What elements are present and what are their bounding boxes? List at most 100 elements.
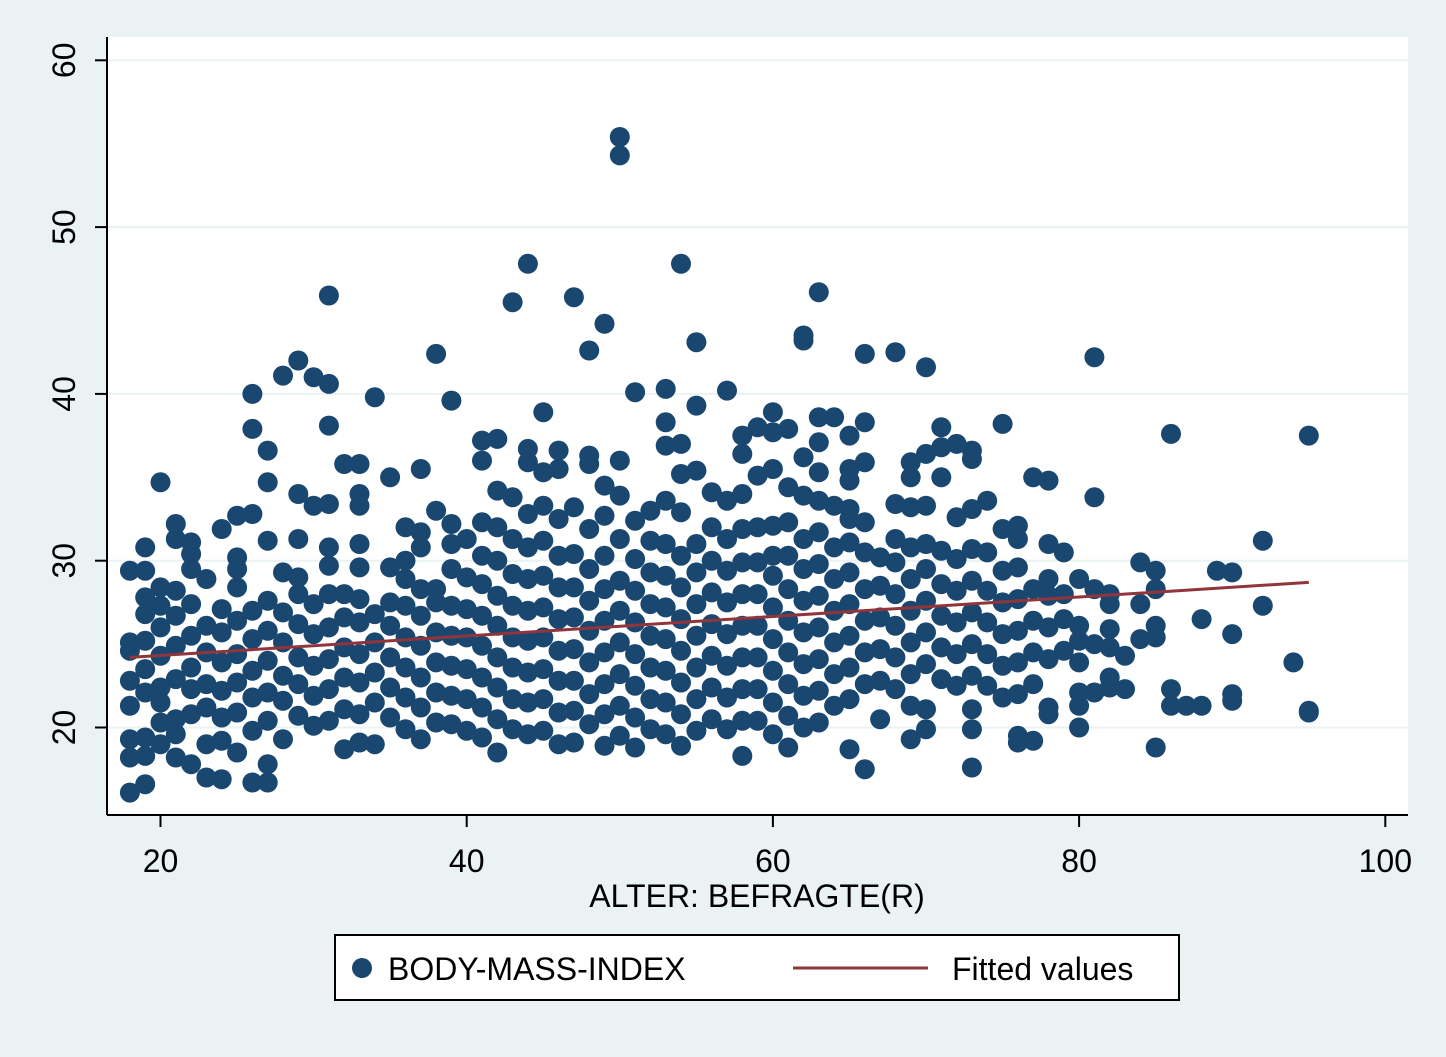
data-point xyxy=(196,615,217,636)
data-point xyxy=(1053,640,1074,661)
data-point xyxy=(364,692,385,713)
data-point xyxy=(303,367,324,388)
data-point xyxy=(732,647,753,668)
data-point xyxy=(793,590,814,611)
data-point xyxy=(119,747,140,768)
data-point xyxy=(747,465,768,486)
data-point xyxy=(410,667,431,688)
data-point xyxy=(625,612,646,633)
x-tick-label-60: 60 xyxy=(755,843,791,879)
data-point xyxy=(165,580,186,601)
data-point xyxy=(717,687,737,708)
data-point xyxy=(655,412,676,433)
data-point xyxy=(793,685,814,706)
data-point xyxy=(288,529,309,549)
data-point xyxy=(961,570,982,591)
data-point xyxy=(242,629,263,650)
data-point xyxy=(839,689,860,710)
data-point xyxy=(686,332,707,353)
data-point xyxy=(1115,679,1135,700)
data-point xyxy=(655,534,676,554)
data-point xyxy=(563,287,584,308)
data-point xyxy=(1038,649,1059,670)
data-point xyxy=(472,430,492,451)
data-point xyxy=(150,677,171,698)
data-point xyxy=(594,642,615,663)
data-point xyxy=(900,695,921,716)
data-point xyxy=(318,617,339,638)
data-point xyxy=(273,729,293,750)
data-point xyxy=(931,637,952,658)
data-point xyxy=(548,670,569,691)
data-point xyxy=(410,537,431,558)
data-point xyxy=(824,569,845,589)
data-point xyxy=(517,630,538,651)
data-point xyxy=(946,644,967,665)
data-point xyxy=(625,549,646,569)
data-point xyxy=(854,512,875,533)
data-point xyxy=(762,724,783,745)
data-point xyxy=(594,475,615,496)
data-point xyxy=(686,625,707,646)
data-point xyxy=(334,454,355,474)
data-point xyxy=(778,579,799,600)
data-point xyxy=(349,612,370,633)
data-point xyxy=(318,710,339,731)
data-point xyxy=(640,594,661,615)
data-point xyxy=(1038,697,1059,718)
data-point xyxy=(257,710,278,731)
data-point xyxy=(594,735,615,756)
data-point xyxy=(517,662,538,683)
data-point xyxy=(732,552,753,573)
data-point xyxy=(916,559,936,579)
data-point xyxy=(135,727,156,748)
data-point xyxy=(671,640,691,661)
y-tick-label-40: 40 xyxy=(46,376,82,412)
data-point xyxy=(992,655,1013,676)
data-point xyxy=(579,340,600,361)
data-point xyxy=(594,545,615,566)
data-point xyxy=(119,632,140,653)
data-point xyxy=(1069,569,1090,589)
data-point xyxy=(701,550,722,571)
data-point xyxy=(946,433,967,454)
data-point xyxy=(640,657,661,678)
data-point xyxy=(686,720,707,741)
data-point xyxy=(273,365,293,386)
data-point xyxy=(625,382,646,403)
data-point xyxy=(762,402,783,423)
data-point xyxy=(288,674,309,695)
data-point xyxy=(150,734,171,755)
data-point xyxy=(517,253,538,274)
data-point xyxy=(609,725,630,746)
data-point xyxy=(839,625,860,646)
data-point xyxy=(1130,629,1151,650)
data-point xyxy=(472,450,492,471)
data-point xyxy=(1084,347,1105,368)
data-point xyxy=(426,712,447,733)
data-point xyxy=(472,667,492,688)
data-point xyxy=(625,737,646,758)
data-point xyxy=(747,517,768,538)
data-point xyxy=(487,677,508,698)
data-point xyxy=(257,530,278,551)
data-point xyxy=(686,534,707,554)
data-point xyxy=(1191,609,1212,630)
data-point xyxy=(732,519,753,539)
data-point xyxy=(548,459,569,479)
data-point xyxy=(395,550,416,571)
data-point xyxy=(747,552,768,573)
data-point xyxy=(931,540,952,561)
data-point xyxy=(900,569,921,589)
data-point xyxy=(701,482,722,503)
data-point xyxy=(334,584,355,605)
data-point xyxy=(961,699,982,720)
data-point xyxy=(135,774,156,795)
data-point xyxy=(395,517,416,538)
data-point xyxy=(1130,594,1151,615)
data-point xyxy=(579,519,600,539)
data-point xyxy=(732,584,753,605)
data-point xyxy=(502,487,523,508)
data-point xyxy=(472,512,492,533)
axes xyxy=(106,37,1408,816)
